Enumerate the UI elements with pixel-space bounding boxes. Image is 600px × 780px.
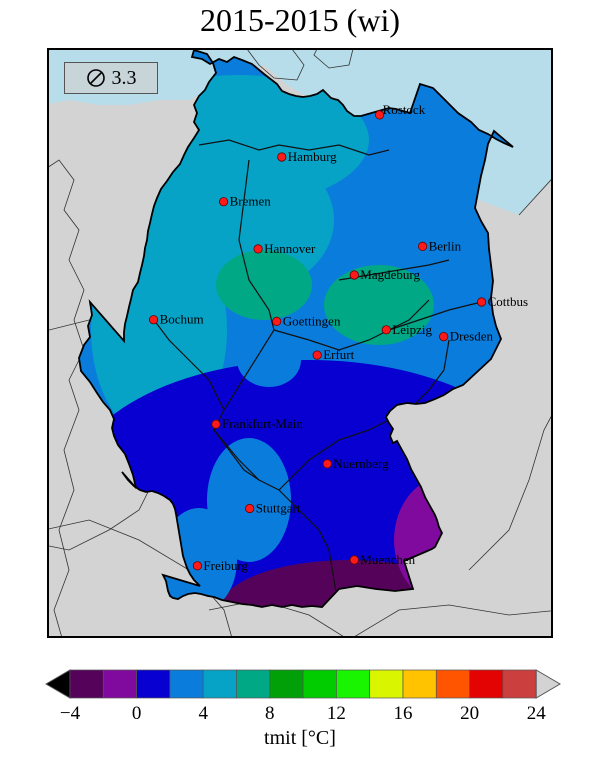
svg-text:16: 16 xyxy=(394,703,413,724)
svg-text:8: 8 xyxy=(265,703,275,724)
svg-text:20: 20 xyxy=(460,703,479,724)
svg-text:24: 24 xyxy=(527,703,547,724)
svg-text:12: 12 xyxy=(327,703,346,724)
svg-text:0: 0 xyxy=(132,703,142,724)
svg-text:4: 4 xyxy=(198,703,208,724)
svg-text:−4: −4 xyxy=(60,703,81,724)
